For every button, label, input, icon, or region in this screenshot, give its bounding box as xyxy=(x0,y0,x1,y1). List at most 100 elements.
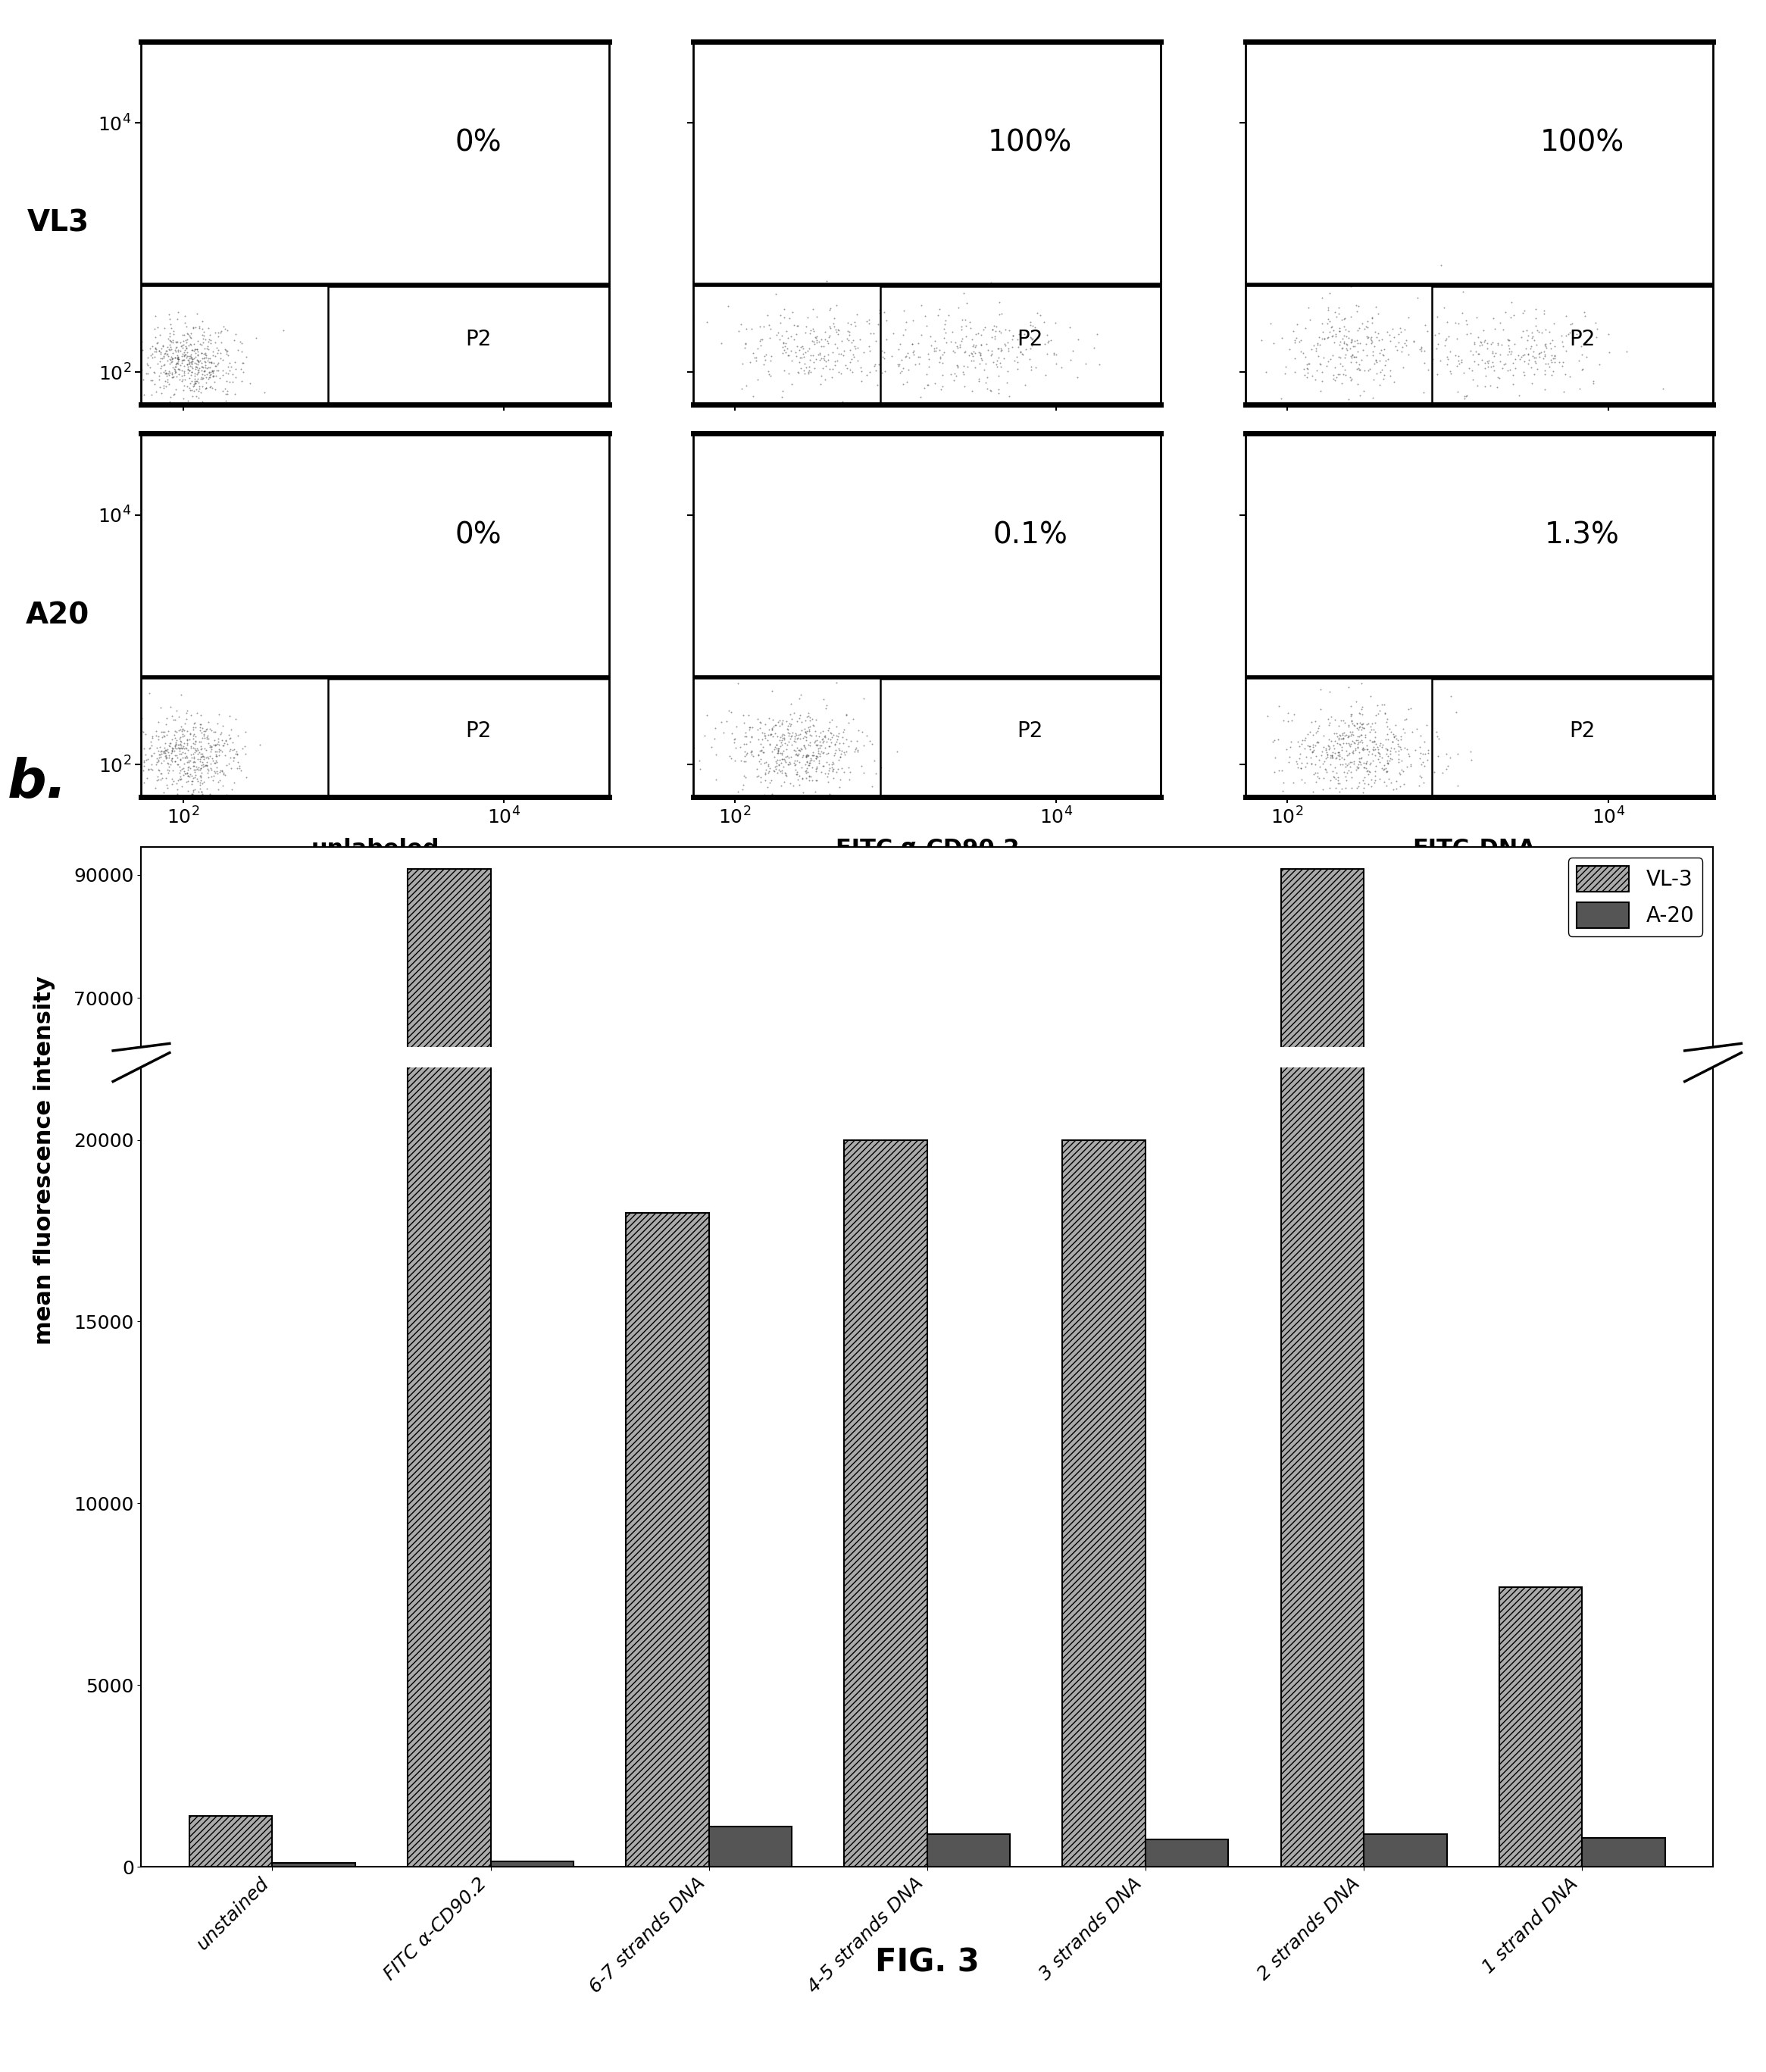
Point xyxy=(203,736,231,769)
Point xyxy=(860,348,888,381)
Point xyxy=(825,752,853,785)
Point xyxy=(1261,754,1289,787)
Point xyxy=(848,365,876,398)
Point xyxy=(198,354,226,387)
Point xyxy=(772,758,800,792)
Point xyxy=(1324,767,1353,800)
Point xyxy=(796,387,825,421)
Point xyxy=(1362,727,1390,760)
Point xyxy=(143,346,171,379)
Point xyxy=(1370,698,1399,731)
Point xyxy=(148,715,177,748)
Point xyxy=(184,338,212,371)
Point xyxy=(1349,771,1377,804)
Point xyxy=(1324,727,1353,760)
Point xyxy=(1360,729,1388,762)
Point xyxy=(1307,692,1335,725)
Point xyxy=(782,340,811,373)
Point xyxy=(1291,750,1319,783)
Point xyxy=(1344,752,1372,785)
Point xyxy=(147,762,175,796)
Point xyxy=(1332,760,1360,794)
Point xyxy=(1540,307,1568,340)
Point xyxy=(802,342,830,375)
Point xyxy=(184,387,212,421)
Point xyxy=(964,336,992,369)
Point xyxy=(1524,313,1552,346)
Point xyxy=(161,334,189,367)
Point xyxy=(864,309,892,342)
Point xyxy=(1328,321,1356,354)
Point xyxy=(138,365,166,398)
Point xyxy=(168,752,196,785)
Point xyxy=(159,352,187,385)
Point xyxy=(1335,736,1363,769)
Bar xyxy=(708,1421,791,1428)
Point xyxy=(159,769,187,802)
Point xyxy=(779,715,807,748)
Point xyxy=(1551,358,1579,392)
Point xyxy=(1441,340,1469,373)
Point xyxy=(1344,725,1372,758)
Point xyxy=(187,725,215,758)
Point xyxy=(187,358,215,392)
Point xyxy=(774,356,802,390)
Point xyxy=(228,365,256,398)
Point xyxy=(145,723,173,756)
Point xyxy=(189,321,217,354)
Point xyxy=(818,352,846,385)
Point xyxy=(819,307,848,340)
Point xyxy=(1496,336,1524,369)
Point xyxy=(777,702,805,736)
Point xyxy=(955,338,984,371)
Point xyxy=(1374,740,1402,773)
Point xyxy=(1392,329,1420,363)
Point xyxy=(196,371,224,404)
Point xyxy=(1337,690,1365,723)
Point xyxy=(162,361,191,394)
Point xyxy=(214,781,242,814)
Point xyxy=(208,723,237,756)
Point xyxy=(1445,340,1473,373)
Point xyxy=(1351,748,1379,781)
Point xyxy=(180,707,208,740)
Point xyxy=(768,375,796,408)
Point xyxy=(1280,325,1309,358)
Point xyxy=(184,344,212,377)
Point xyxy=(1406,719,1434,752)
Point xyxy=(161,354,189,387)
Bar xyxy=(328,680,609,798)
Point xyxy=(1533,346,1561,379)
Point xyxy=(196,358,224,392)
Point xyxy=(162,773,191,806)
Point xyxy=(786,340,814,373)
Point xyxy=(788,762,816,796)
Point xyxy=(747,742,775,775)
Point xyxy=(166,731,194,765)
Point xyxy=(721,725,749,758)
Point xyxy=(913,309,941,342)
Point xyxy=(1337,727,1365,760)
Point xyxy=(1393,692,1422,725)
Point xyxy=(1372,315,1400,348)
Point xyxy=(178,334,207,367)
Point xyxy=(1508,296,1536,329)
Point xyxy=(185,773,214,806)
Point xyxy=(1300,736,1328,769)
Point xyxy=(844,713,872,746)
Point xyxy=(756,767,784,800)
Point xyxy=(1498,336,1526,369)
Text: P2: P2 xyxy=(464,329,491,350)
Point xyxy=(805,738,834,771)
Point xyxy=(904,327,932,361)
Point xyxy=(1323,740,1351,773)
Point xyxy=(177,742,205,775)
Point xyxy=(1340,731,1369,765)
Point xyxy=(175,760,203,794)
Point xyxy=(715,694,743,727)
Point xyxy=(1319,760,1347,794)
Point xyxy=(194,325,223,358)
Point xyxy=(747,765,775,798)
Point xyxy=(1385,325,1413,358)
Point xyxy=(1019,309,1047,342)
